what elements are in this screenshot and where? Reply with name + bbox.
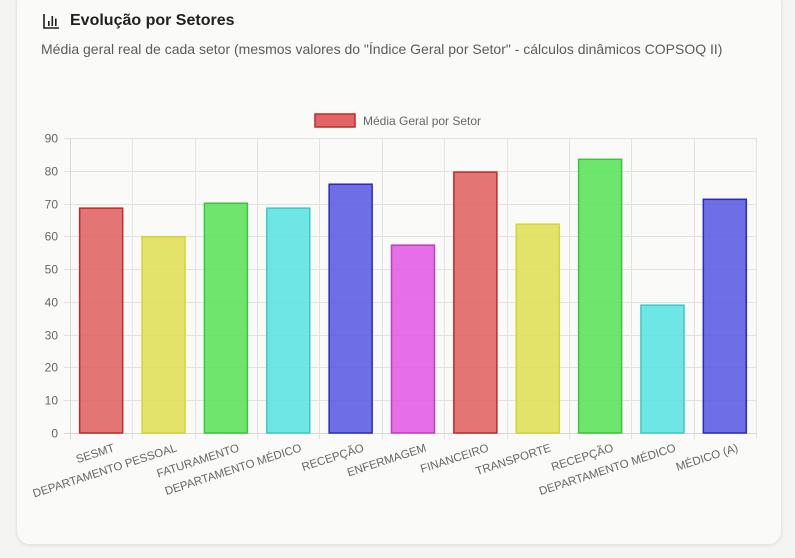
y-tick-label: 20	[45, 361, 59, 375]
y-tick-label: 90	[45, 132, 59, 146]
bar-5[interactable]	[390, 244, 436, 434]
bar-0[interactable]	[78, 207, 124, 434]
x-tick-label: MÉDICO (A)	[674, 441, 740, 473]
y-tick-label: 60	[45, 230, 59, 244]
y-tick-label: 10	[45, 394, 59, 408]
bar-2[interactable]	[203, 202, 249, 434]
bar-4[interactable]	[328, 183, 373, 434]
y-tick-label: 0	[51, 427, 58, 441]
legend-label[interactable]: Média Geral por Setor	[363, 114, 481, 128]
y-tick-label: 40	[45, 296, 59, 310]
bar-8[interactable]	[577, 158, 623, 434]
bar-3[interactable]	[266, 207, 311, 434]
bar-10[interactable]	[702, 198, 748, 434]
bar-7[interactable]	[515, 223, 560, 434]
chart-subtitle: Média geral real de cada setor (mesmos v…	[41, 41, 723, 57]
y-tick-label: 50	[45, 263, 59, 277]
legend-swatch[interactable]	[314, 113, 356, 128]
bar-chart-icon	[42, 12, 60, 30]
chart-title: Evolução por Setores	[70, 12, 235, 29]
y-tick-label: 30	[45, 329, 59, 343]
card-header: Evolução por Setores	[42, 10, 235, 32]
bar-9[interactable]	[640, 304, 685, 434]
y-tick-label: 70	[45, 198, 59, 212]
bar-1[interactable]	[141, 235, 186, 434]
y-tick-label: 80	[45, 165, 59, 179]
bar-6[interactable]	[453, 171, 498, 434]
